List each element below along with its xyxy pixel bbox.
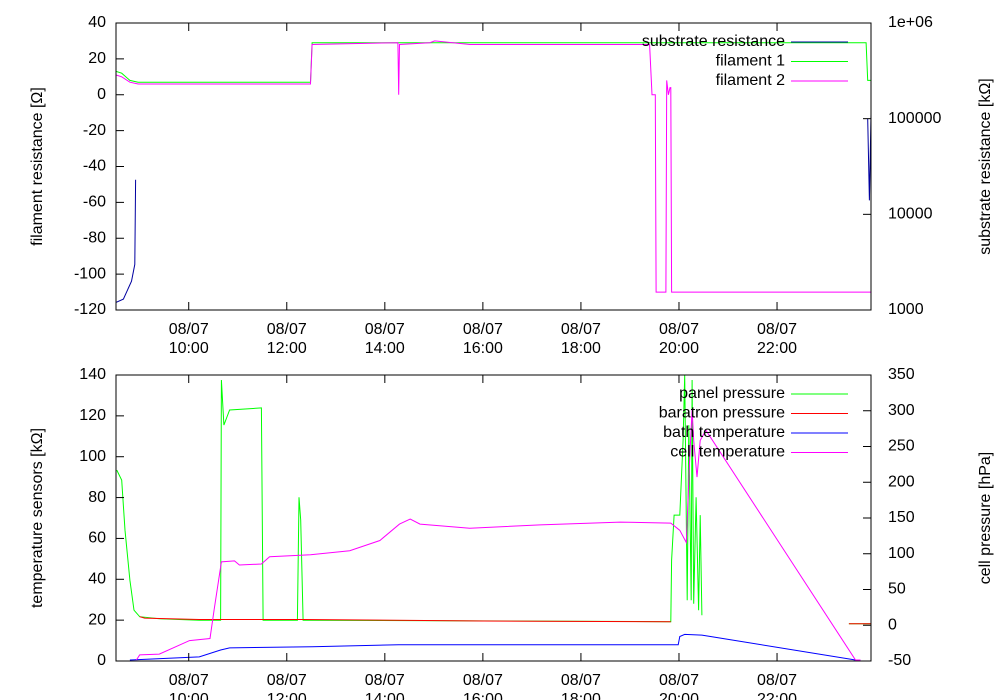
x-tick-label: 08/07 10:00 xyxy=(168,321,209,357)
series-line xyxy=(135,409,861,661)
y-tick-label: -100 xyxy=(74,265,106,282)
x-tick-label: 08/07 22:00 xyxy=(757,672,798,700)
y2-tick-label: 100000 xyxy=(888,110,941,127)
x-tick-label: 08/07 16:00 xyxy=(462,321,503,357)
x-tick-label: 08/07 10:00 xyxy=(168,672,209,700)
y-tick-label: -80 xyxy=(83,229,106,246)
y2-tick-label: 0 xyxy=(888,616,897,633)
y2-axis-label: cell pressure [hPa] xyxy=(977,452,994,585)
series-line xyxy=(129,633,861,661)
series-line xyxy=(139,616,871,625)
x-tick-label: 08/07 14:00 xyxy=(364,672,405,700)
y2-tick-label: 50 xyxy=(888,581,906,598)
y-tick-label: 80 xyxy=(88,489,106,506)
y-axis-label: temperature sensors [kΩ] xyxy=(29,428,46,608)
x-tick-label: 08/07 16:00 xyxy=(462,672,503,700)
y-tick-label: -120 xyxy=(74,301,106,318)
y-tick-label: 100 xyxy=(79,448,106,465)
x-tick-label: 08/07 22:00 xyxy=(757,321,798,357)
y-tick-label: -20 xyxy=(83,122,106,139)
y-tick-label: 120 xyxy=(79,407,106,424)
series-line xyxy=(116,40,871,293)
y-tick-label: 0 xyxy=(97,652,106,669)
x-tick-label: 08/07 18:00 xyxy=(560,321,601,357)
y2-axis-label: substrate resistance [kΩ] xyxy=(977,78,994,254)
legend-label: bath temperature xyxy=(663,424,785,441)
x-tick-label: 08/07 14:00 xyxy=(364,321,405,357)
series-line xyxy=(116,114,871,303)
x-tick-label: 08/07 20:00 xyxy=(658,672,699,700)
y-tick-label: 140 xyxy=(79,366,106,383)
y-tick-label: 60 xyxy=(88,530,106,547)
y2-tick-label: 350 xyxy=(888,366,915,383)
legend-label: baratron pressure xyxy=(659,405,785,422)
legend-label: filament 2 xyxy=(716,72,785,89)
y2-tick-label: -50 xyxy=(888,652,911,669)
y-tick-label: 0 xyxy=(97,86,106,103)
y-tick-label: 40 xyxy=(88,14,106,31)
y-axis-label: filament resistance [Ω] xyxy=(29,87,46,246)
x-tick-label: 08/07 18:00 xyxy=(560,672,601,700)
y2-tick-label: 150 xyxy=(888,509,915,526)
y2-tick-label: 250 xyxy=(888,438,915,455)
y-tick-label: 20 xyxy=(88,50,106,67)
y-tick-label: -60 xyxy=(83,194,106,211)
y2-tick-label: 200 xyxy=(888,473,915,490)
legend-label: filament 1 xyxy=(716,53,785,70)
y2-tick-label: 300 xyxy=(888,402,915,419)
x-tick-label: 08/07 12:00 xyxy=(266,672,307,700)
legend-label: substrate resistance xyxy=(642,33,785,50)
y2-tick-label: 1e+06 xyxy=(888,14,933,31)
x-tick-label: 08/07 20:00 xyxy=(658,321,699,357)
y-tick-label: 20 xyxy=(88,611,106,628)
y2-tick-label: 1000 xyxy=(888,301,924,318)
legend-label: panel pressure xyxy=(679,385,785,402)
y-tick-label: -40 xyxy=(83,158,106,175)
y2-tick-label: 10000 xyxy=(888,206,933,223)
y-tick-label: 40 xyxy=(88,571,106,588)
legend-label: cell temperature xyxy=(670,444,785,461)
x-tick-label: 08/07 12:00 xyxy=(266,321,307,357)
y2-tick-label: 100 xyxy=(888,545,915,562)
